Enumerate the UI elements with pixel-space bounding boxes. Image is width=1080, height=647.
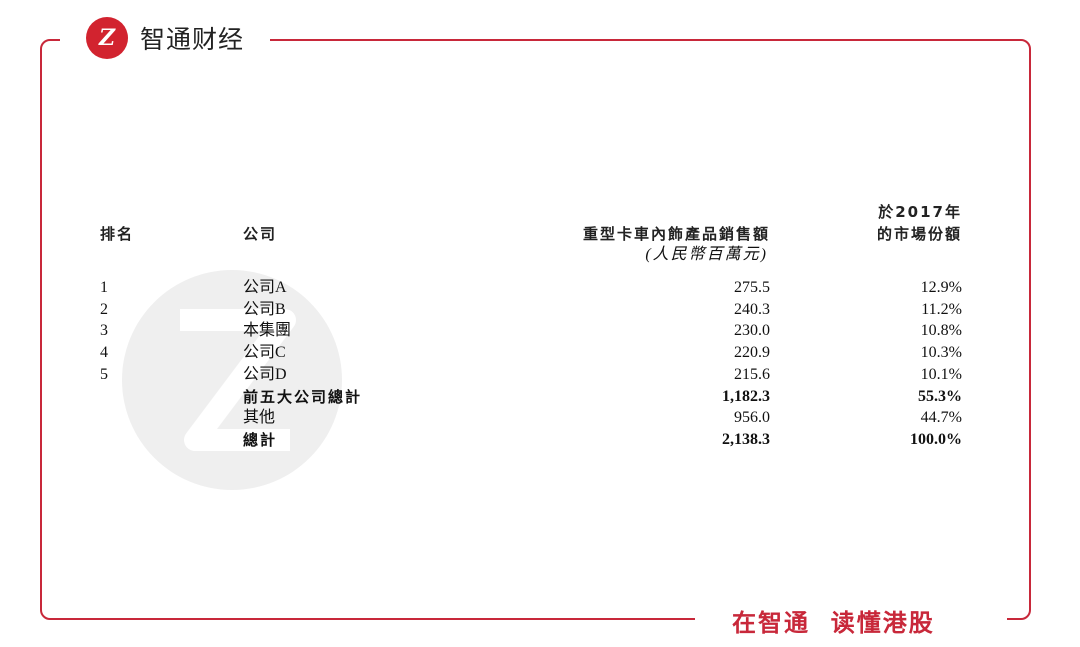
header-share-line2: 的市場份額 (876, 225, 962, 243)
cell-share: 12.9% (920, 279, 962, 296)
cell-sales: 275.5 (734, 279, 770, 296)
cell-company: 總計 (243, 430, 278, 449)
header-rank: 排名 (100, 225, 135, 243)
header-share-line1: 於2017年 (878, 203, 962, 221)
cell-company: 本集團 (243, 322, 292, 340)
cell-company: 公司A (243, 279, 287, 296)
cell-share: 10.8% (920, 322, 962, 340)
cell-rank: 2 (100, 300, 108, 318)
header-sales: 重型卡車內飾產品銷售額 (582, 225, 770, 243)
cell-sales: 215.6 (734, 365, 770, 383)
header-company: 公司 (243, 225, 278, 243)
cell-sales: 1,182.3 (722, 387, 770, 405)
cell-share: 10.1% (920, 365, 962, 383)
cell-sales: 2,138.3 (722, 430, 770, 448)
cell-share: 44.7% (920, 409, 962, 427)
cell-company: 公司C (243, 344, 286, 362)
cell-share: 11.2% (921, 300, 962, 318)
cell-share: 100.0% (910, 430, 962, 448)
cell-rank: 3 (100, 322, 108, 340)
cell-sales: 956.0 (734, 409, 770, 427)
cell-company: 前五大公司總計 (243, 387, 363, 406)
slogan: 在智通 读懂港股 (732, 609, 935, 637)
cell-rank: 1 (100, 279, 108, 296)
logo-text: 智通财经 (140, 25, 245, 54)
cell-sales: 220.9 (734, 344, 770, 362)
cell-company: 公司D (243, 365, 287, 383)
header-sales-unit: (人民幣百萬元) (645, 246, 768, 263)
logo-mark-icon: Z (86, 17, 128, 59)
cell-share: 10.3% (920, 344, 962, 362)
cell-company: 公司B (243, 300, 286, 318)
cell-rank: 5 (100, 365, 108, 383)
page-frame (40, 39, 1031, 620)
cell-company: 其他 (243, 409, 276, 427)
cell-rank: 4 (100, 344, 108, 362)
cell-share: 55.3% (918, 387, 962, 405)
cell-sales: 240.3 (734, 300, 770, 318)
cell-sales: 230.0 (734, 322, 770, 340)
brand-logo: Z 智通财经 (86, 17, 244, 59)
